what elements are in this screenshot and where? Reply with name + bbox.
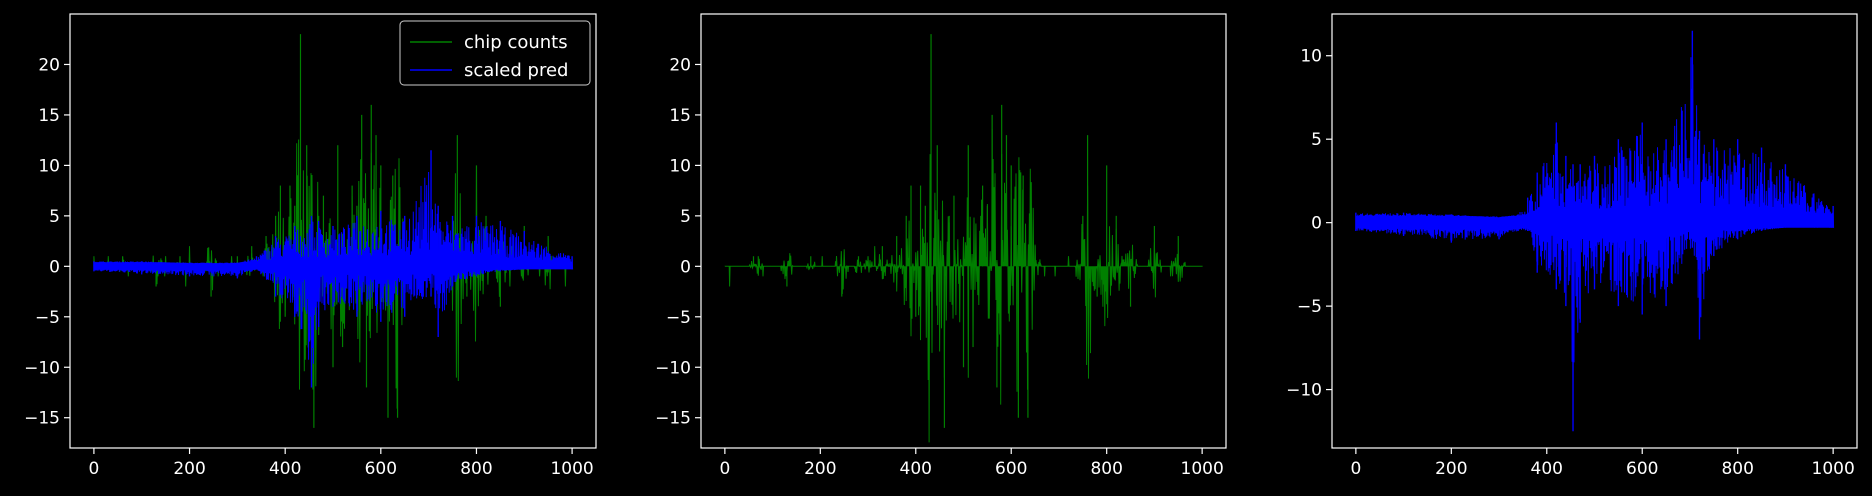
y-tick-label: −15 <box>655 409 691 429</box>
axes-frame <box>1331 13 1858 449</box>
y-tick-label: 10 <box>669 156 691 176</box>
chart-panel-2: 0 200 400 600 800 1000 −15 −10 −5 0 5 10 15 20 <box>655 13 1227 479</box>
y-tick-label: 5 <box>680 207 691 227</box>
y-tick-label: −10 <box>1286 381 1322 401</box>
x-tick-label: 800 <box>1721 459 1753 479</box>
x-tick-label: 600 <box>365 459 397 479</box>
x-tick-label: 400 <box>1531 459 1563 479</box>
legend-box <box>399 20 591 86</box>
axes-frame <box>69 13 597 449</box>
y-tick-label: 5 <box>1311 130 1322 150</box>
y-tick-label: 10 <box>1300 47 1322 67</box>
x-tick-label: 600 <box>1626 459 1658 479</box>
x-tick-label: 200 <box>1435 459 1467 479</box>
y-tick-label: 5 <box>49 207 60 227</box>
y-tick-label: −5 <box>666 308 691 328</box>
axes-frame <box>700 13 1227 449</box>
chart-panel-3: 0 200 400 600 800 1000 −10 −5 0 5 10 <box>1286 13 1858 479</box>
x-tick-label: 1000 <box>1181 459 1224 479</box>
y-tick-label: −15 <box>24 409 60 429</box>
spike-trace <box>724 128 1203 443</box>
y-tick-label: 20 <box>669 55 691 75</box>
y-tick-label: 15 <box>38 106 60 126</box>
legend-entry: chip counts <box>464 32 568 53</box>
x-tick-label: 1000 <box>550 459 593 479</box>
plot-area <box>724 34 1203 443</box>
y-tick-label: 0 <box>680 257 691 277</box>
y-tick-label: 20 <box>38 55 60 75</box>
plot-area <box>93 34 574 428</box>
y-tick-label: 10 <box>38 156 60 176</box>
y-tick-label: −10 <box>24 358 60 378</box>
plot-area <box>1355 30 1835 432</box>
series-line-1 <box>1355 30 1835 432</box>
x-tick-label: 600 <box>995 459 1027 479</box>
x-tick-label: 400 <box>900 459 932 479</box>
series-line-1 <box>724 34 1203 443</box>
x-tick-label: 0 <box>719 459 730 479</box>
x-tick-label: 1000 <box>1812 459 1855 479</box>
y-tick-label: 0 <box>49 257 60 277</box>
chart-panel-1: 0 200 400 600 800 1000 −15 −10 −5 0 5 10 15 20 chip co… <box>24 13 597 479</box>
y-tick-label: −5 <box>1297 297 1322 317</box>
legend: chip counts scaled pred <box>399 20 591 86</box>
y-tick-label: 15 <box>669 106 691 126</box>
y-tick-label: 0 <box>1311 214 1322 234</box>
x-tick-label: 800 <box>460 459 492 479</box>
x-tick-label: 800 <box>1090 459 1122 479</box>
legend-entry: scaled pred <box>464 60 568 81</box>
x-tick-label: 0 <box>1350 459 1361 479</box>
y-tick-label: −5 <box>35 308 60 328</box>
series-scaled-pred <box>93 150 574 388</box>
x-tick-label: 200 <box>804 459 836 479</box>
x-tick-label: 400 <box>269 459 301 479</box>
y-tick-label: −10 <box>655 358 691 378</box>
x-tick-label: 0 <box>88 459 99 479</box>
x-tick-label: 200 <box>173 459 205 479</box>
